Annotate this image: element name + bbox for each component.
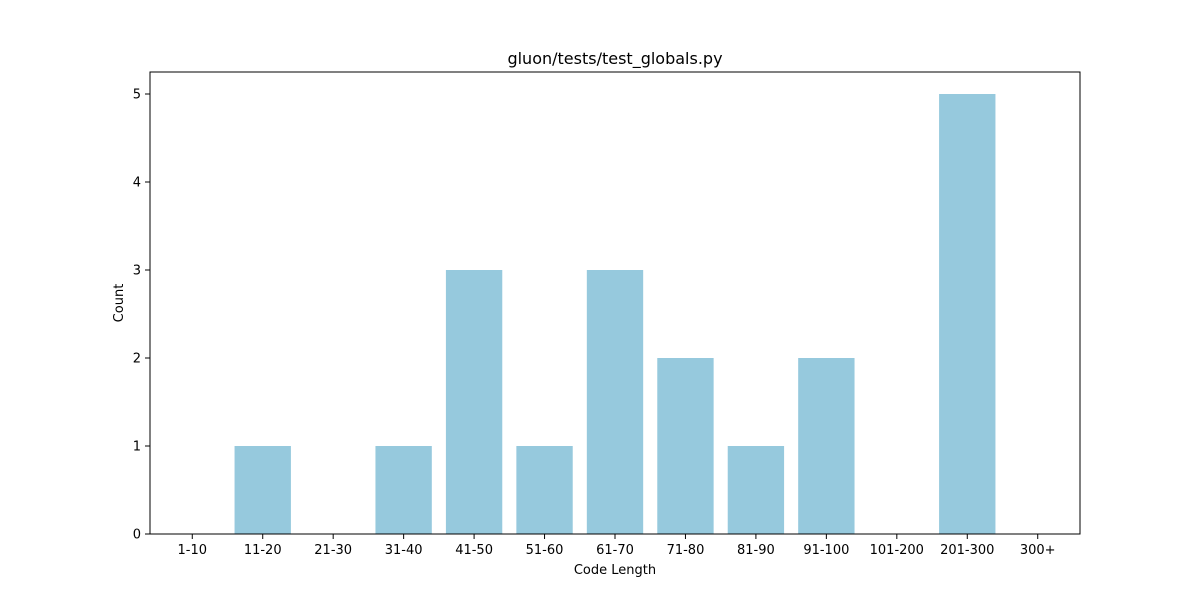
x-tick-label: 61-70 (596, 543, 634, 558)
x-axis: 1-10 11-20 21-30 31-40 41-50 51-60 61-70 71-80 8… (178, 534, 1056, 558)
x-tick-label: 201-300 (940, 543, 994, 558)
x-tick-label: 11-20 (244, 543, 282, 558)
bar-61-70 (586, 270, 644, 534)
bars-group (234, 94, 996, 534)
y-tick-label: 5 (133, 88, 141, 103)
y-axis-label: Count (112, 284, 127, 323)
x-tick-label: 21-30 (314, 543, 352, 558)
x-axis-label: Code Length (574, 563, 656, 578)
chart-title: gluon/tests/test_globals.py (507, 49, 722, 69)
y-axis: 0 1 2 3 4 5 (133, 88, 150, 543)
bar-11-20 (234, 446, 291, 534)
bar-81-90 (727, 446, 785, 534)
bar-31-40 (375, 446, 432, 534)
bar-41-50 (445, 270, 503, 534)
y-tick-label: 4 (133, 176, 141, 191)
y-tick-label: 0 (133, 528, 141, 543)
x-tick-label: 51-60 (526, 543, 564, 558)
x-tick-label: 101-200 (870, 543, 924, 558)
x-tick-label: 300+ (1020, 543, 1056, 558)
x-tick-label: 81-90 (737, 543, 775, 558)
x-tick-label: 71-80 (667, 543, 705, 558)
y-tick-label: 1 (133, 440, 141, 455)
bar-201-300 (939, 94, 996, 534)
bar-71-80 (657, 358, 714, 534)
x-tick-label: 41-50 (455, 543, 493, 558)
x-tick-label: 31-40 (385, 543, 423, 558)
y-tick-label: 2 (133, 352, 141, 367)
bar-91-100 (798, 358, 855, 534)
bar-51-60 (516, 446, 573, 534)
x-tick-label: 1-10 (178, 543, 208, 558)
y-tick-label: 3 (133, 264, 141, 279)
x-tick-label: 91-100 (803, 543, 849, 558)
